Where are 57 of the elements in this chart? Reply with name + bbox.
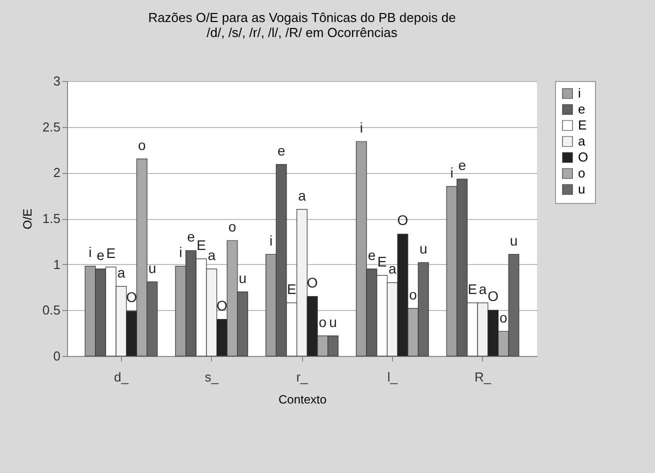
data-label: E xyxy=(468,280,478,297)
y-tick-label: 0 xyxy=(53,348,60,364)
y-tick-label: 2.5 xyxy=(42,119,60,134)
data-label: u xyxy=(148,260,156,276)
data-label: a xyxy=(208,246,216,263)
chart-title: Razões O/E para as Vogais Tônicas do PB depois de /d/, /s/, /r/, /l/, /R/ em Ocorrências xyxy=(148,10,456,40)
data-label: u xyxy=(238,270,247,286)
data-label: i xyxy=(360,120,363,136)
data-label: e xyxy=(458,157,466,174)
data-label: o xyxy=(228,218,236,234)
data-label: i xyxy=(269,232,273,248)
data-label: O xyxy=(397,212,408,228)
data-label: a xyxy=(388,260,396,277)
data-label: e xyxy=(187,228,196,245)
data-label: e xyxy=(96,246,105,263)
data-label: o xyxy=(138,136,146,153)
x-tick-label: r_ xyxy=(296,370,309,384)
data-label: E xyxy=(106,245,116,262)
legend-label: u xyxy=(578,182,586,196)
legend-label: o xyxy=(578,166,586,180)
legend-label: O xyxy=(578,150,588,164)
data-label: e xyxy=(368,246,376,263)
y-axis-title: O/E xyxy=(20,208,34,230)
data-label: O xyxy=(126,289,138,306)
legend-label: e xyxy=(578,102,586,116)
data-label: o xyxy=(318,314,327,330)
data-label: O xyxy=(488,288,499,304)
data-label: e xyxy=(277,142,286,158)
x-tick-label: d_ xyxy=(114,370,130,384)
y-tick-label: 1.5 xyxy=(42,211,60,226)
data-label: a xyxy=(478,280,487,297)
data-label: a xyxy=(117,264,126,280)
x-tick-label: l_ xyxy=(387,370,398,384)
legend-label: i xyxy=(578,86,581,100)
x-tick-label: s_ xyxy=(204,370,220,384)
y-tick-label: 0.5 xyxy=(42,302,60,318)
y-tick-label: 2 xyxy=(53,165,60,180)
data-label: u xyxy=(510,232,518,248)
data-label: O xyxy=(306,274,318,290)
x-tick-label: R_ xyxy=(474,370,492,384)
data-label: a xyxy=(298,187,306,204)
data-label: O xyxy=(216,297,228,314)
legend-label: a xyxy=(578,134,586,148)
y-tick-label: 3 xyxy=(53,74,60,88)
data-label: E xyxy=(287,280,296,297)
x-axis-title: Contexto xyxy=(278,392,327,406)
data-label: i xyxy=(179,244,182,260)
y-tick-label: 1 xyxy=(53,256,60,272)
data-label: i xyxy=(450,164,454,180)
data-label: o xyxy=(500,309,508,326)
data-label: u xyxy=(419,240,428,256)
data-label: E xyxy=(377,253,387,270)
data-label: E xyxy=(196,236,206,253)
data-label: u xyxy=(329,314,337,330)
data-label: o xyxy=(409,286,418,302)
legend-label: E xyxy=(578,118,587,132)
data-label: i xyxy=(88,244,92,260)
